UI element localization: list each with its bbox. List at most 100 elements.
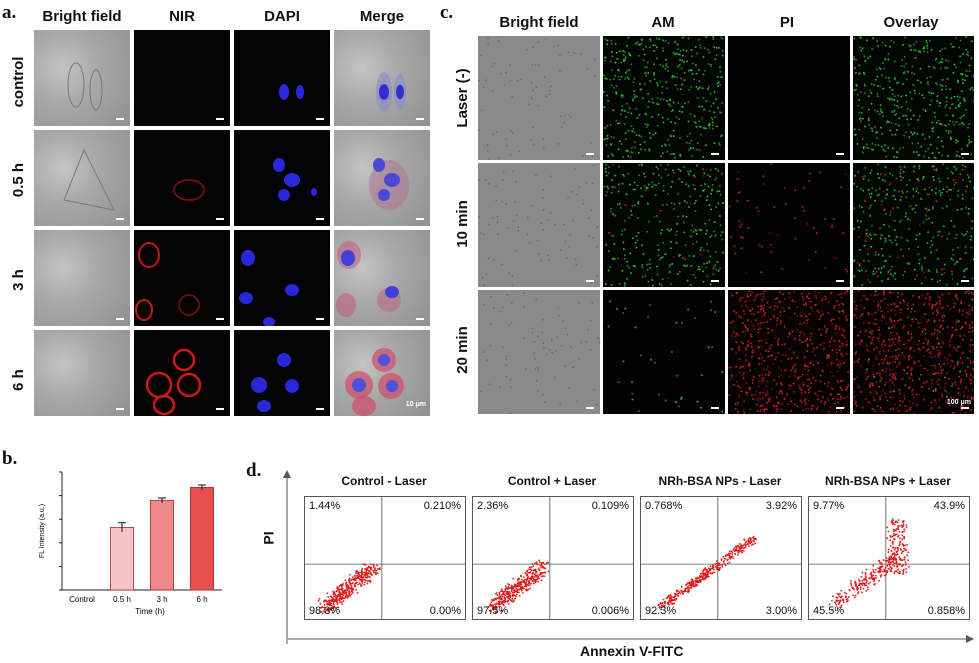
micrograph-dapi bbox=[234, 130, 330, 226]
quadrant-value-ur: 43.9% bbox=[933, 500, 965, 512]
facs-plot: 0.768% 3.92% 92.3% 3.00% bbox=[640, 496, 802, 620]
x-axis-title: Time (h) bbox=[135, 607, 165, 616]
micrograph-tile bbox=[603, 290, 725, 414]
quadrant-value-ul: 0.768% bbox=[645, 500, 683, 512]
facs-plot-title: NRh-BSA NPs - Laser bbox=[658, 474, 782, 488]
bar bbox=[149, 499, 174, 591]
micrograph-merge bbox=[334, 230, 430, 326]
y-axis-arrow bbox=[283, 470, 291, 644]
x-tick-label: 0.5 h bbox=[113, 595, 131, 604]
facs-scatter bbox=[809, 497, 969, 619]
merge-cells bbox=[336, 241, 401, 317]
facs-plot: 1.44% 0.210% 98.3% 0.00% bbox=[304, 496, 466, 620]
x-tick-label: 6 h bbox=[196, 595, 207, 604]
x-tick-label: Control bbox=[69, 595, 95, 604]
panel-c-label: c. bbox=[440, 2, 454, 23]
micrograph-tile bbox=[478, 163, 600, 287]
fl-intensity-bar-chart: Control 0.5 h 3 h 6 h Time (h) FL Intensity (… bbox=[39, 471, 222, 616]
annexin-axis-label: Annexin V-FITC bbox=[580, 643, 684, 659]
nuclei bbox=[251, 353, 299, 412]
facs-plot-title: Control - Laser bbox=[341, 474, 427, 488]
pi-axis-label: PI bbox=[260, 531, 277, 545]
facs-scatter bbox=[305, 497, 465, 619]
panel-a-row-label: 3 h bbox=[10, 269, 27, 291]
micrograph-tile bbox=[853, 163, 974, 287]
merge-cells bbox=[376, 72, 406, 112]
quadrant-value-ul: 1.44% bbox=[309, 500, 341, 512]
nuclei bbox=[273, 158, 317, 201]
bar bbox=[110, 527, 135, 591]
merge-cells bbox=[345, 348, 404, 416]
quadrant-value-lr: 0.006% bbox=[591, 605, 629, 617]
micrograph-dapi bbox=[234, 330, 330, 416]
micrograph-nir bbox=[134, 230, 230, 326]
nir-signal bbox=[145, 348, 202, 416]
quadrant-value-ll: 97.5% bbox=[477, 605, 509, 617]
panel-c-row-label: 10 min bbox=[454, 200, 471, 248]
micrograph-tile bbox=[728, 163, 850, 287]
facs-plot-title: Control + Laser bbox=[507, 474, 597, 488]
micrograph-merge: 10 μm bbox=[334, 330, 430, 416]
quadrant-value-ll: 92.3% bbox=[645, 605, 677, 617]
micrograph-bright-field bbox=[34, 230, 130, 326]
facs-plot: 9.77% 43.9% 45.5% 0.858% bbox=[808, 496, 970, 620]
x-axis-arrow bbox=[288, 635, 974, 643]
quadrant-value-ul: 2.36% bbox=[477, 500, 509, 512]
quadrant-value-lr: 0.858% bbox=[927, 605, 965, 617]
micrograph-merge bbox=[334, 130, 430, 226]
panel-a-row-label: control bbox=[10, 56, 27, 108]
micrograph-tile bbox=[478, 290, 601, 414]
quadrant-value-ul: 9.77% bbox=[813, 500, 845, 512]
panel-d-label: d. bbox=[246, 460, 262, 481]
micrograph-bright-field bbox=[34, 30, 130, 126]
quadrant-value-ll: 45.5% bbox=[813, 605, 845, 617]
panel-a-col-header: DAPI bbox=[264, 8, 300, 25]
micrograph-tile bbox=[728, 36, 850, 160]
panel-a-row-label: 6 h bbox=[10, 369, 27, 391]
panel-a-label: a. bbox=[2, 2, 17, 23]
scale-bar-label: 100 μm bbox=[947, 399, 971, 406]
panel-b-label: b. bbox=[2, 448, 18, 469]
merge-cells bbox=[369, 158, 409, 210]
panel-a-col-header: Bright field bbox=[42, 8, 122, 25]
micrograph-bright-field bbox=[34, 130, 130, 226]
micrograph-nir bbox=[134, 130, 230, 226]
panel-c-col-header: PI bbox=[779, 14, 795, 31]
facs-plot-title: NRh-BSA NPs + Laser bbox=[825, 474, 951, 488]
nir-signal bbox=[173, 179, 205, 201]
bar bbox=[189, 486, 214, 591]
micrograph-dapi bbox=[234, 230, 330, 326]
nuclei bbox=[239, 250, 299, 326]
y-axis-title: FL Intensity (a.u.) bbox=[39, 504, 46, 558]
panel-c-col-header: AM bbox=[651, 14, 675, 31]
cell-outline bbox=[67, 62, 103, 111]
panel-c-col-header: Overlay bbox=[883, 14, 939, 31]
facs-plot: 2.36% 0.109% 97.5% 0.006% bbox=[472, 496, 634, 620]
quadrant-value-ur: 3.92% bbox=[765, 500, 797, 512]
quadrant-value-ll: 98.3% bbox=[309, 605, 341, 617]
panel-c-row-label: 20 min bbox=[454, 326, 471, 374]
panel-c-row-label: Laser (-) bbox=[454, 68, 471, 128]
panel-c-col-header: Bright field bbox=[499, 14, 579, 31]
micrograph-tile bbox=[478, 36, 600, 160]
nir-signal bbox=[135, 242, 200, 321]
micrograph-bright-field bbox=[34, 330, 130, 416]
micrograph-merge bbox=[334, 30, 430, 126]
micrograph-tile bbox=[853, 36, 974, 160]
cell-outline bbox=[63, 148, 115, 211]
panel-a-col-header: NIR bbox=[169, 8, 195, 25]
scale-bar-label: 10 μm bbox=[405, 401, 426, 408]
micrograph-nir bbox=[134, 30, 230, 126]
panel-a-row-label: 0.5 h bbox=[10, 162, 27, 198]
panel-c-image-grid: 100 μm bbox=[478, 36, 974, 414]
quadrant-value-lr: 0.00% bbox=[429, 605, 461, 617]
nuclei bbox=[279, 84, 304, 100]
micrograph-tile bbox=[603, 36, 725, 160]
x-tick-label: 3 h bbox=[156, 595, 167, 604]
micrograph-tile bbox=[603, 163, 725, 287]
micrograph-nir bbox=[134, 330, 230, 416]
panel-a-col-header: Merge bbox=[359, 8, 405, 25]
facs-scatter bbox=[473, 497, 633, 619]
facs-scatter bbox=[641, 497, 801, 619]
quadrant-value-lr: 3.00% bbox=[765, 605, 797, 617]
